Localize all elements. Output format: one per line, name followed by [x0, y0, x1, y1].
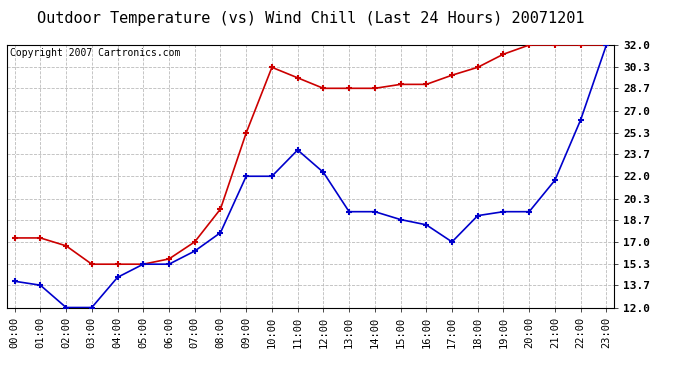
Text: Outdoor Temperature (vs) Wind Chill (Last 24 Hours) 20071201: Outdoor Temperature (vs) Wind Chill (Las…: [37, 11, 584, 26]
Text: Copyright 2007 Cartronics.com: Copyright 2007 Cartronics.com: [10, 48, 180, 58]
